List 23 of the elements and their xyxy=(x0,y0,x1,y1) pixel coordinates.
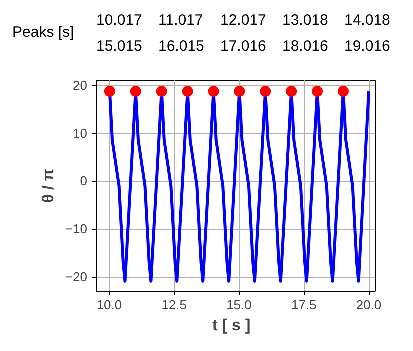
text: 16.015 xyxy=(158,38,204,55)
y-tick-label: 20 xyxy=(73,78,88,93)
y-tick-label: 0 xyxy=(80,174,88,189)
y-tick-label: −10 xyxy=(65,222,88,237)
text: 12.017 xyxy=(220,12,266,29)
text: 10.017 xyxy=(96,12,142,29)
text: 19.016 xyxy=(344,38,390,55)
x-axis-title: t [ s ] xyxy=(212,318,251,334)
text: 15.015 xyxy=(96,38,142,55)
x-tick-label: 12.5 xyxy=(162,298,188,312)
x-tick-label: 15.0 xyxy=(226,298,252,312)
y-tick-label: −20 xyxy=(65,270,88,285)
text: 14.018 xyxy=(344,12,390,29)
text: Peaks [s] xyxy=(12,24,74,41)
text: 18.016 xyxy=(282,38,328,55)
y-axis-title: θ / π xyxy=(40,168,58,204)
text: 11.017 xyxy=(158,12,204,29)
x-tick-label: 17.5 xyxy=(291,298,317,312)
text: 17.016 xyxy=(220,38,266,55)
x-tick-label: 10.0 xyxy=(96,298,122,312)
text: 13.018 xyxy=(282,12,328,29)
x-tick-label: 20.0 xyxy=(356,298,382,312)
y-tick-label: 10 xyxy=(73,126,88,141)
